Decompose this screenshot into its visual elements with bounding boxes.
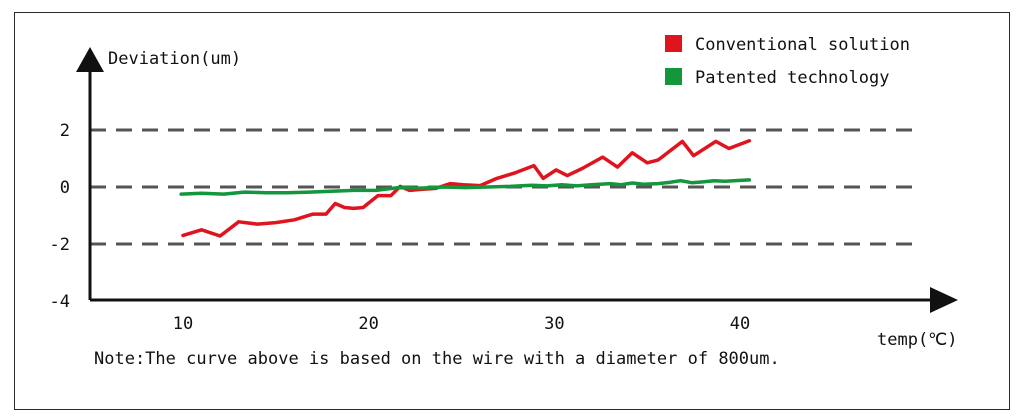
x-tick-label: 10 [173, 314, 193, 334]
legend-label-conventional: Conventional solution [695, 35, 910, 55]
y-tick-label: 2 [60, 121, 70, 141]
series-line-patented [179, 178, 752, 196]
y-axis-label: Deviation(um) [108, 49, 241, 69]
legend-label-patented: Patented technology [695, 68, 889, 88]
series-line-conventional [181, 139, 752, 238]
y-axis-arrow [76, 47, 104, 72]
y-tick-labels: -4 -2 0 2 [50, 121, 70, 312]
x-tick-label: 30 [544, 314, 564, 334]
y-tick-label: -2 [50, 235, 70, 255]
chart-note: Note:The curve above is based on the wir… [94, 349, 780, 369]
legend-swatch-patented [665, 68, 682, 85]
x-axis-label: temp(℃) [877, 330, 958, 350]
x-tick-label: 20 [358, 314, 378, 334]
legend: Conventional solution Patented technolog… [665, 35, 910, 88]
x-axis-arrow [930, 287, 958, 313]
chart-frame [14, 12, 1010, 410]
gridlines [90, 128, 915, 246]
y-tick-label: -4 [50, 292, 70, 312]
series-lines [179, 139, 752, 238]
x-tick-label: 40 [730, 314, 750, 334]
y-tick-label: 0 [60, 178, 70, 198]
axes [76, 47, 958, 313]
x-tick-labels: 10 20 30 40 [173, 314, 750, 334]
legend-swatch-conventional [665, 35, 682, 52]
